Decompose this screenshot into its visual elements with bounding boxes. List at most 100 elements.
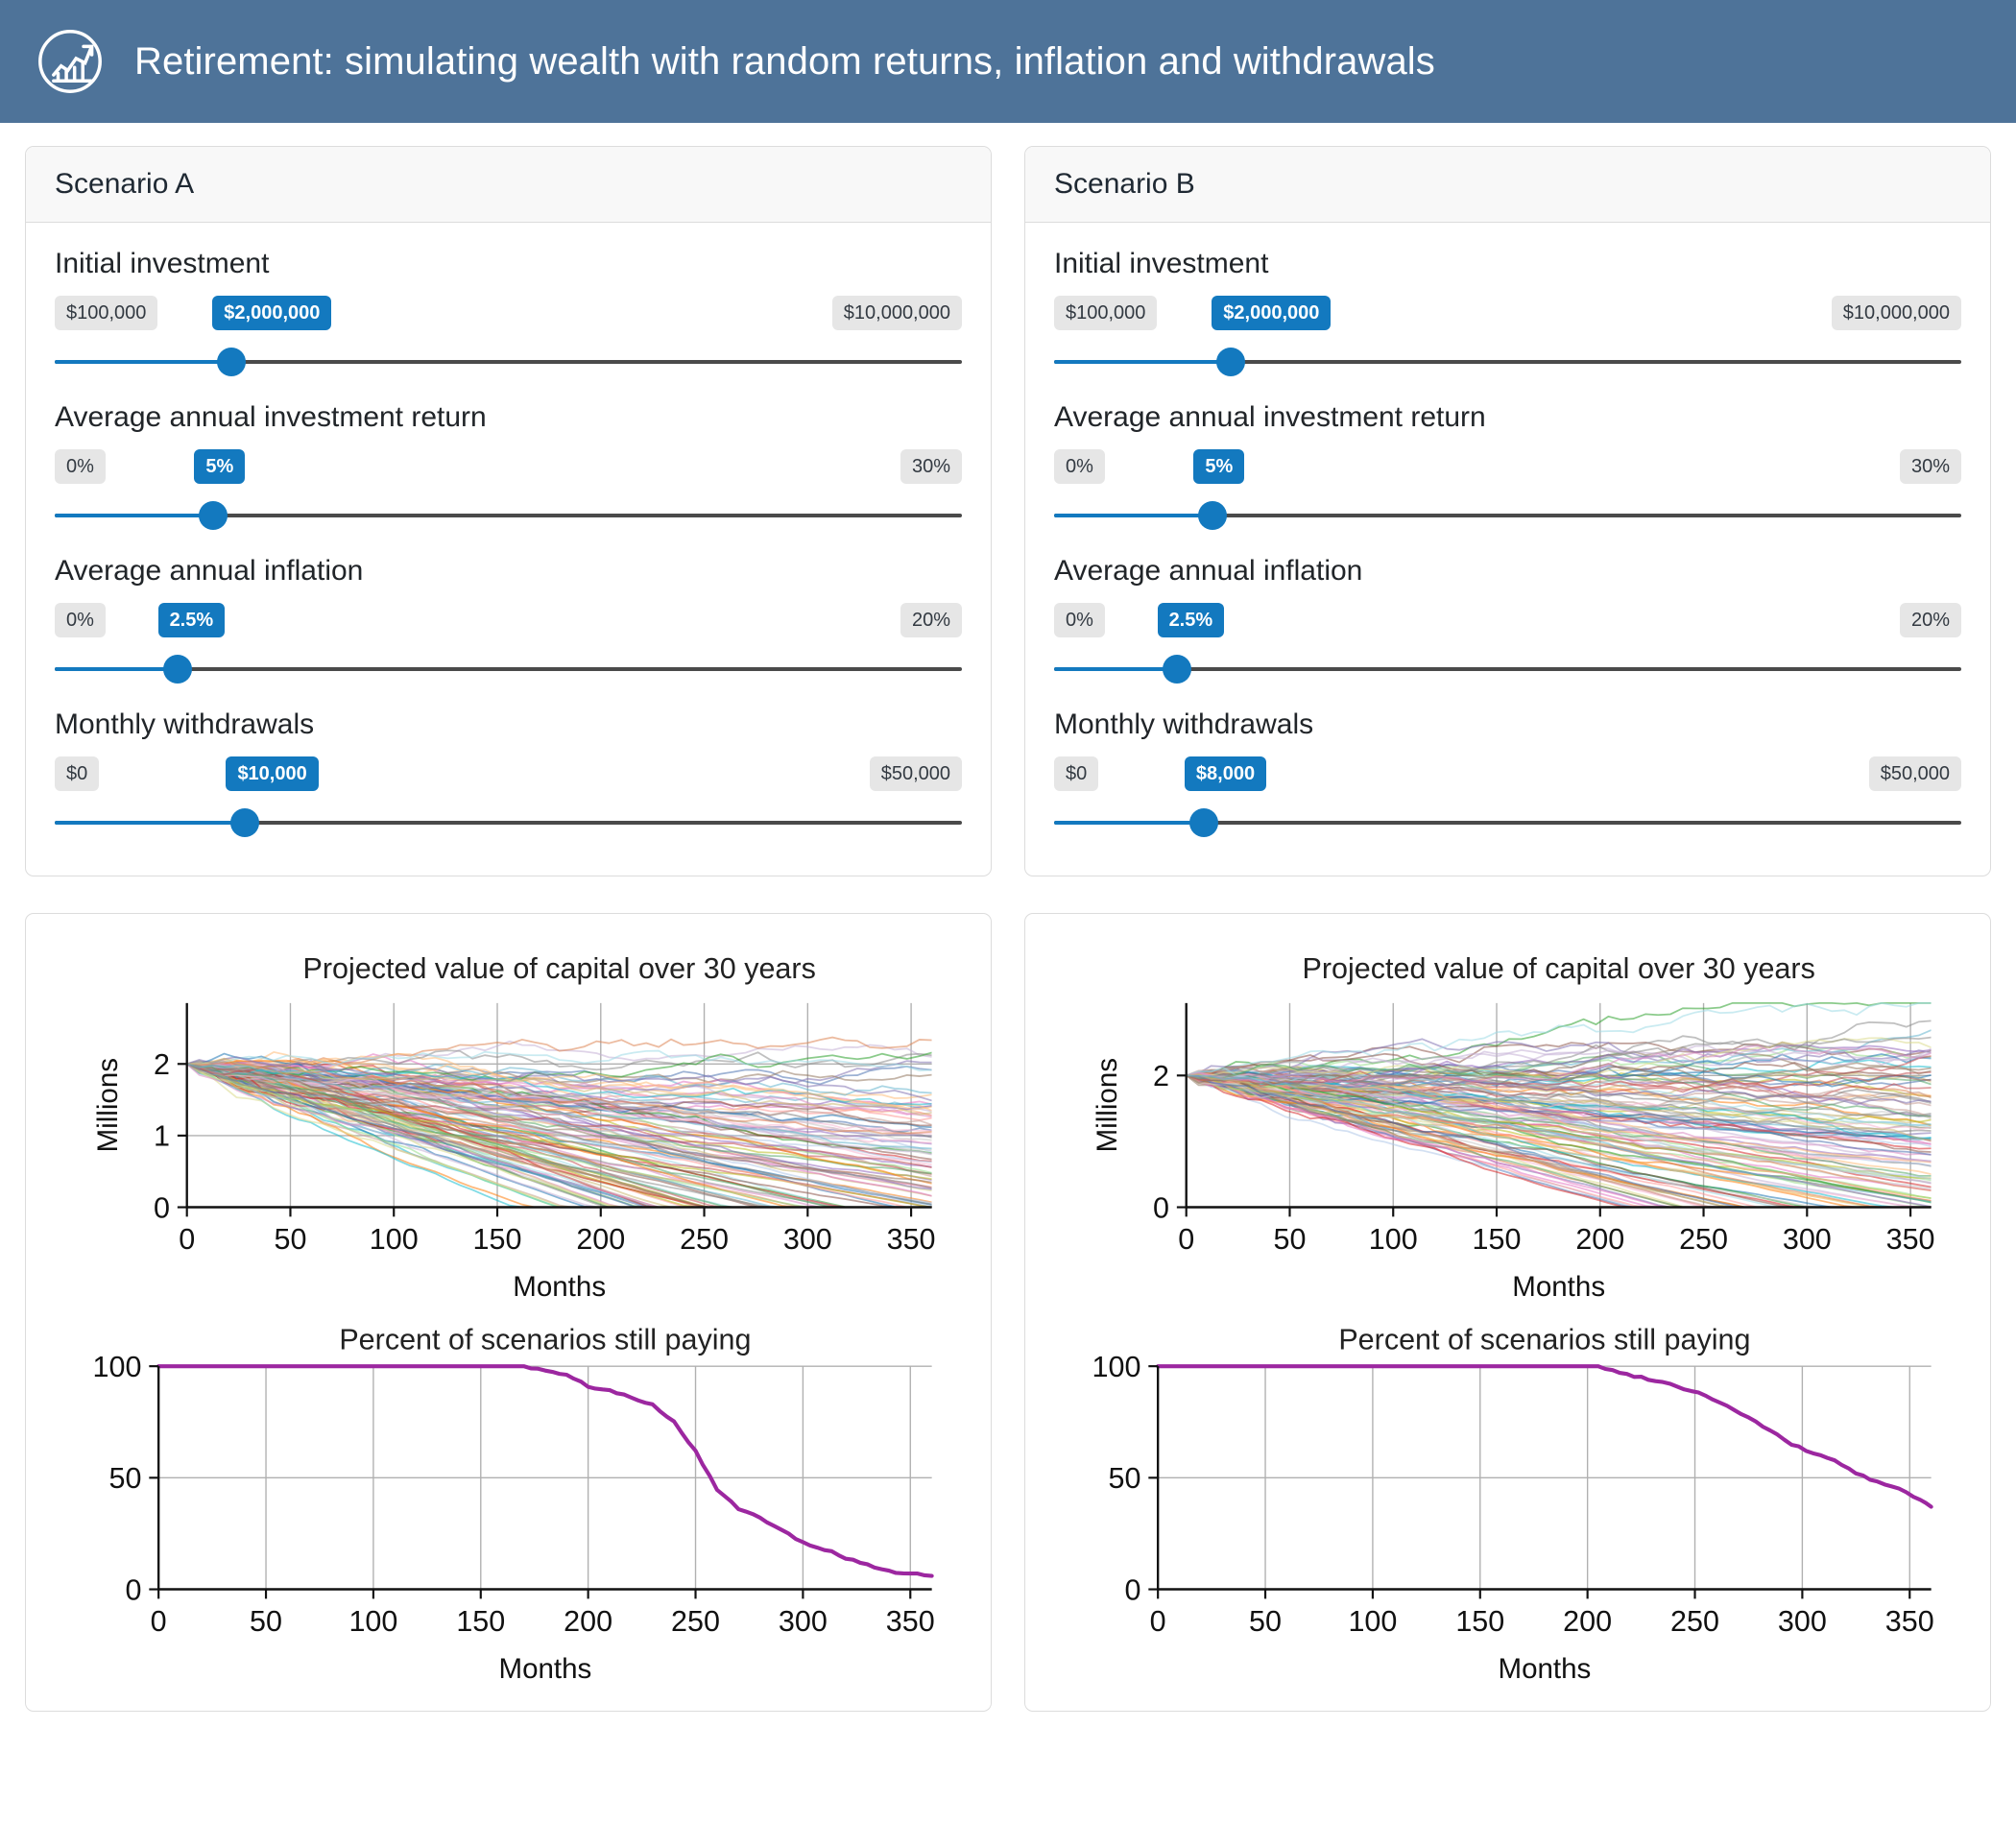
svg-text:200: 200 <box>576 1223 625 1256</box>
slider-field: Initial investment $100,000 $2,000,000 $10,… <box>1054 248 1961 378</box>
svg-text:50: 50 <box>250 1605 282 1638</box>
slider-control[interactable] <box>1054 346 1961 378</box>
slider-max-label: 30% <box>900 449 962 484</box>
svg-text:250: 250 <box>1670 1605 1719 1638</box>
slider-track[interactable] <box>55 360 962 364</box>
svg-text:100: 100 <box>1348 1605 1397 1638</box>
slider-pill-row: 0% 2.5% 20% <box>55 603 962 643</box>
svg-text:1: 1 <box>154 1120 170 1153</box>
slider-value-label[interactable]: 5% <box>1193 449 1245 484</box>
slider-value-label[interactable]: $2,000,000 <box>212 296 332 330</box>
svg-text:0: 0 <box>154 1191 170 1224</box>
slider-thumb[interactable] <box>217 348 247 376</box>
slider-track[interactable] <box>55 821 962 825</box>
slider-control[interactable] <box>1054 499 1961 532</box>
slider-thumb[interactable] <box>1162 655 1191 684</box>
slider-value-label[interactable]: 5% <box>194 449 246 484</box>
svg-text:50: 50 <box>1273 1223 1306 1256</box>
content-grid: Scenario A Initial investment $100,000 $2,… <box>0 123 2016 1712</box>
slider-min-label: $100,000 <box>55 296 158 330</box>
slider-track[interactable] <box>1054 514 1961 517</box>
slider-label: Monthly withdrawals <box>1054 708 1314 740</box>
svg-text:100: 100 <box>370 1223 419 1256</box>
svg-text:300: 300 <box>779 1605 828 1638</box>
slider-pill-row: 0% 2.5% 20% <box>1054 603 1961 643</box>
slider-pill-row: 0% 5% 30% <box>1054 449 1961 490</box>
svg-text:200: 200 <box>1575 1223 1624 1256</box>
slider-value-label[interactable]: 2.5% <box>1157 603 1225 637</box>
scenario-b-charts-card: Projected value of capital over 30 years… <box>1024 913 1991 1712</box>
slider-thumb[interactable] <box>199 501 228 530</box>
svg-text:0: 0 <box>179 1223 195 1256</box>
slider-field: Initial investment $100,000 $2,000,000 $10,… <box>55 248 962 378</box>
slider-control[interactable] <box>1054 806 1961 839</box>
svg-text:150: 150 <box>473 1223 522 1256</box>
svg-text:0: 0 <box>1150 1605 1166 1638</box>
slider-thumb[interactable] <box>1188 808 1218 837</box>
svg-text:100: 100 <box>348 1605 397 1638</box>
slider-track[interactable] <box>55 667 962 671</box>
svg-text:0: 0 <box>151 1605 167 1638</box>
slider-pill-row: $0 $10,000 $50,000 <box>55 756 962 797</box>
slider-control[interactable] <box>55 653 962 685</box>
svg-text:200: 200 <box>1563 1605 1612 1638</box>
slider-value-label[interactable]: 2.5% <box>157 603 226 637</box>
slider-field: Average annual investment return 0% 5% 30% <box>1054 401 1961 532</box>
slider-control[interactable] <box>1054 653 1961 685</box>
slider-track[interactable] <box>1054 360 1961 364</box>
slider-label: Initial investment <box>1054 248 1269 279</box>
svg-text:0: 0 <box>1124 1573 1140 1606</box>
slider-thumb[interactable] <box>230 808 260 837</box>
slider-track-fill <box>1054 667 1177 671</box>
slider-track-fill <box>55 360 232 364</box>
svg-text:250: 250 <box>680 1223 729 1256</box>
svg-text:100: 100 <box>1092 1351 1141 1383</box>
slider-field: Average annual inflation 0% 2.5% 20% <box>1054 555 1961 685</box>
svg-text:300: 300 <box>783 1223 832 1256</box>
svg-text:300: 300 <box>1778 1605 1827 1638</box>
svg-text:150: 150 <box>1455 1605 1504 1638</box>
slider-min-label: $0 <box>55 756 100 791</box>
slider-thumb[interactable] <box>1198 501 1228 530</box>
slider-pill-row: $100,000 $2,000,000 $10,000,000 <box>1054 296 1961 336</box>
slider-value-label[interactable]: $8,000 <box>1184 756 1267 791</box>
chart-survival-b: Percent of scenarios still paying 0 50 100 0… <box>1044 1313 1971 1692</box>
slider-thumb[interactable] <box>1216 348 1246 376</box>
slider-label: Average annual investment return <box>55 401 487 433</box>
slider-track-fill <box>55 667 178 671</box>
svg-text:0: 0 <box>125 1573 141 1606</box>
slider-track[interactable] <box>55 514 962 517</box>
app-header: Retirement: simulating wealth with rando… <box>0 0 2016 123</box>
slider-label: Monthly withdrawals <box>55 708 315 740</box>
slider-field: Monthly withdrawals $0 $8,000 $50,000 <box>1054 708 1961 839</box>
svg-text:50: 50 <box>274 1223 306 1256</box>
svg-text:250: 250 <box>671 1605 720 1638</box>
slider-value-label[interactable]: $2,000,000 <box>1212 296 1332 330</box>
slider-field: Average annual investment return 0% 5% 30% <box>55 401 962 532</box>
slider-track[interactable] <box>1054 821 1961 825</box>
svg-text:Months: Months <box>513 1271 606 1303</box>
slider-label: Average annual inflation <box>1054 555 1363 587</box>
svg-text:2: 2 <box>1153 1060 1169 1092</box>
scenario-a-charts: Projected value of capital over 30 years… <box>26 914 991 1711</box>
svg-text:2: 2 <box>154 1048 170 1081</box>
svg-text:Millions: Millions <box>92 1058 124 1152</box>
slider-control[interactable] <box>55 806 962 839</box>
slider-value-label[interactable]: $10,000 <box>226 756 319 791</box>
svg-text:250: 250 <box>1679 1223 1728 1256</box>
slider-control[interactable] <box>55 499 962 532</box>
slider-thumb[interactable] <box>162 655 192 684</box>
svg-text:50: 50 <box>1249 1605 1282 1638</box>
slider-track[interactable] <box>1054 667 1961 671</box>
slider-track-fill <box>55 821 246 825</box>
slider-max-label: 30% <box>1899 449 1961 484</box>
svg-text:Months: Months <box>1498 1653 1591 1685</box>
svg-text:Percent of scenarios still pay: Percent of scenarios still paying <box>339 1323 751 1356</box>
slider-min-label: $0 <box>1054 756 1099 791</box>
slider-min-label: 0% <box>55 449 106 484</box>
svg-text:300: 300 <box>1783 1223 1832 1256</box>
slider-control[interactable] <box>55 346 962 378</box>
slider-track-fill <box>55 514 214 517</box>
scenario-b-controls: Initial investment $100,000 $2,000,000 $10,… <box>1025 223 1990 876</box>
svg-text:350: 350 <box>887 1223 936 1256</box>
